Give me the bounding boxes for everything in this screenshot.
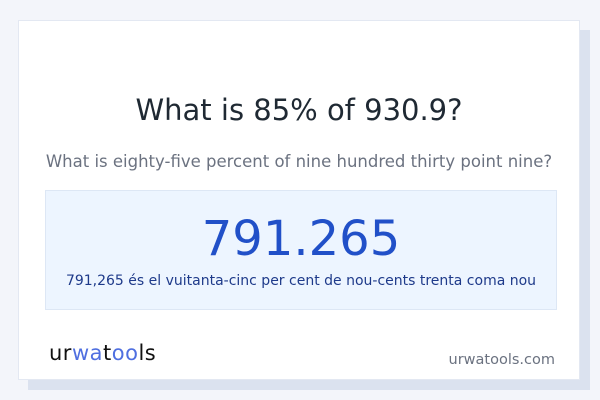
- card: What is 85% of 930.9? What is eighty-fiv…: [18, 20, 580, 380]
- logo-part: t: [103, 341, 112, 365]
- logo-part: ls: [138, 341, 157, 365]
- page-title: What is 85% of 930.9?: [135, 93, 463, 127]
- site-link[interactable]: urwatools.com: [448, 352, 555, 368]
- result-words: 791,265 és el vuitanta-cinc per cent de …: [65, 273, 537, 289]
- logo-part: ur: [49, 341, 72, 365]
- subtitle: What is eighty-five percent of nine hund…: [45, 152, 553, 171]
- logo: urwatools: [49, 341, 156, 365]
- result-value: 791.265: [201, 211, 401, 267]
- logo-part: wa: [71, 341, 103, 365]
- logo-part: oo: [111, 341, 139, 365]
- result-box: 791.265 791,265 és el vuitanta-cinc per …: [45, 190, 557, 310]
